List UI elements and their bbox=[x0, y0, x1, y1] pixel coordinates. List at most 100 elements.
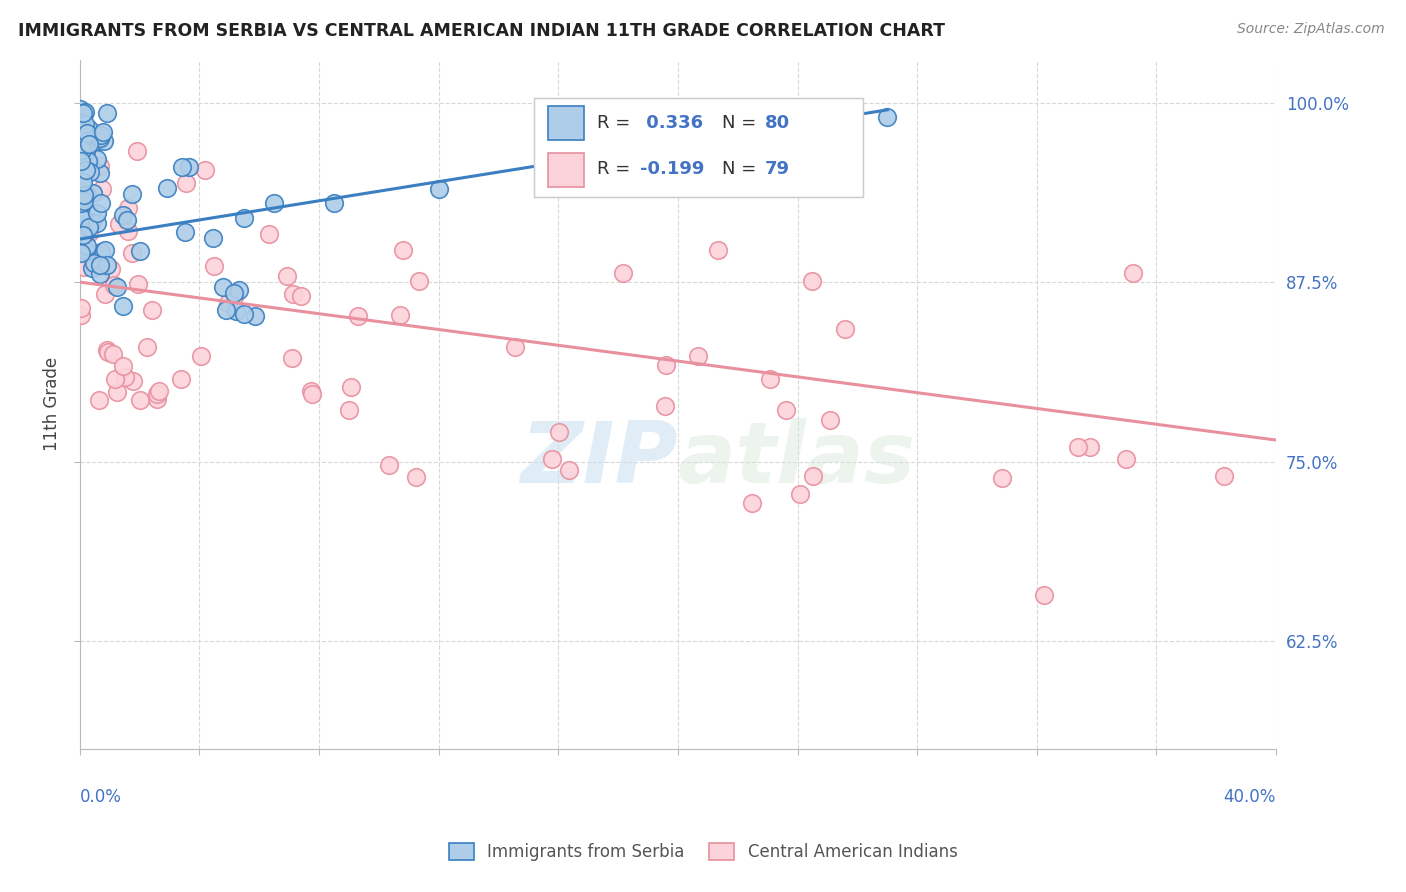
Point bbox=[89, 166, 111, 180]
Point bbox=[127, 277, 149, 291]
Point bbox=[818, 413, 841, 427]
Point bbox=[77, 220, 100, 235]
Point bbox=[228, 283, 250, 297]
Point bbox=[76, 127, 98, 141]
Point bbox=[105, 384, 128, 399]
Point bbox=[128, 393, 150, 408]
Point bbox=[76, 239, 98, 253]
Point bbox=[655, 359, 678, 373]
Legend: Immigrants from Serbia, Central American Indians: Immigrants from Serbia, Central American… bbox=[441, 836, 965, 868]
Point bbox=[991, 471, 1014, 485]
Point bbox=[612, 266, 634, 280]
Y-axis label: 11th Grade: 11th Grade bbox=[44, 357, 60, 451]
Point bbox=[233, 211, 256, 225]
Point bbox=[70, 154, 93, 169]
Point bbox=[834, 322, 856, 336]
Point bbox=[301, 387, 323, 401]
Point bbox=[91, 125, 114, 139]
Point bbox=[117, 213, 139, 227]
Point bbox=[87, 392, 110, 407]
Point bbox=[170, 372, 193, 386]
Text: Source: ZipAtlas.com: Source: ZipAtlas.com bbox=[1237, 22, 1385, 37]
Point bbox=[73, 194, 96, 209]
Point bbox=[94, 286, 117, 301]
Point bbox=[741, 496, 763, 510]
Text: IMMIGRANTS FROM SERBIA VS CENTRAL AMERICAN INDIAN 11TH GRADE CORRELATION CHART: IMMIGRANTS FROM SERBIA VS CENTRAL AMERIC… bbox=[18, 22, 945, 40]
Point bbox=[90, 182, 112, 196]
Point bbox=[82, 260, 104, 275]
Point bbox=[70, 178, 93, 192]
Point bbox=[263, 196, 285, 211]
Point bbox=[378, 458, 401, 472]
Point bbox=[146, 387, 169, 401]
Point bbox=[121, 245, 143, 260]
Point bbox=[146, 392, 169, 406]
Point bbox=[89, 130, 111, 145]
Point bbox=[75, 143, 97, 157]
Point bbox=[217, 296, 239, 310]
Point bbox=[96, 259, 118, 273]
Point bbox=[84, 246, 107, 260]
Point bbox=[233, 307, 256, 321]
Point bbox=[194, 162, 217, 177]
Point bbox=[276, 268, 298, 283]
Point bbox=[111, 209, 134, 223]
Point bbox=[70, 245, 93, 260]
Point bbox=[122, 374, 145, 388]
Point bbox=[69, 102, 91, 116]
Point bbox=[224, 290, 246, 304]
Point bbox=[148, 384, 170, 398]
Point bbox=[1121, 266, 1143, 280]
Point bbox=[77, 226, 100, 240]
Point bbox=[707, 243, 730, 257]
Point bbox=[96, 106, 118, 120]
Point bbox=[73, 130, 96, 145]
Point bbox=[89, 130, 111, 145]
Point bbox=[73, 105, 96, 120]
Point bbox=[70, 196, 93, 211]
Point bbox=[86, 206, 108, 220]
Point bbox=[86, 216, 108, 230]
Point bbox=[69, 123, 91, 137]
Point bbox=[70, 143, 93, 157]
Text: ZIP: ZIP bbox=[520, 417, 678, 500]
Point bbox=[135, 340, 157, 354]
Point bbox=[222, 285, 245, 300]
Point bbox=[1078, 440, 1101, 454]
Point bbox=[105, 279, 128, 293]
Point bbox=[82, 186, 104, 200]
Point bbox=[225, 304, 247, 318]
Point bbox=[801, 468, 824, 483]
Point bbox=[212, 280, 235, 294]
Point bbox=[323, 196, 346, 211]
Point bbox=[79, 164, 101, 178]
Point bbox=[75, 163, 97, 178]
Point bbox=[97, 344, 120, 359]
Point bbox=[125, 145, 148, 159]
Point bbox=[69, 115, 91, 129]
Point bbox=[70, 184, 93, 198]
Point bbox=[281, 287, 304, 301]
Point bbox=[174, 176, 197, 190]
Point bbox=[202, 259, 225, 273]
Point bbox=[121, 186, 143, 201]
Point bbox=[156, 181, 179, 195]
Point bbox=[541, 452, 564, 467]
Point bbox=[347, 309, 370, 323]
Point bbox=[215, 302, 238, 317]
Point bbox=[72, 228, 94, 243]
Point bbox=[405, 469, 427, 483]
Point bbox=[202, 231, 225, 245]
Point bbox=[108, 217, 131, 231]
Point bbox=[93, 243, 115, 257]
Text: atlas: atlas bbox=[678, 417, 917, 500]
Point bbox=[876, 110, 898, 124]
Point bbox=[75, 145, 97, 159]
Point bbox=[172, 160, 194, 174]
Point bbox=[129, 244, 152, 258]
Point bbox=[87, 135, 110, 149]
Point bbox=[759, 372, 782, 386]
Point bbox=[114, 370, 136, 384]
Point bbox=[427, 182, 450, 196]
Point bbox=[548, 425, 571, 439]
